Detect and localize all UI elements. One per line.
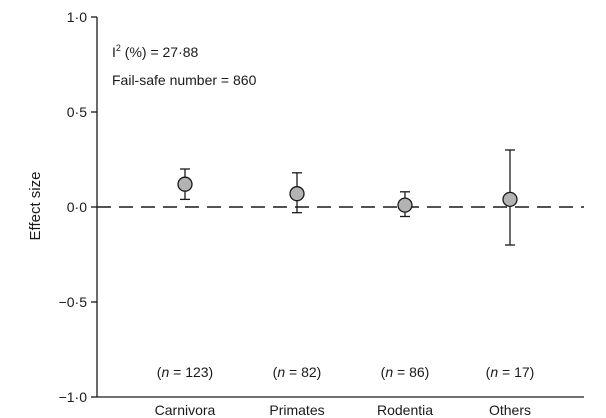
sample-size-labels: (n = 123) (n = 82) (n = 86) (n = 17) — [157, 364, 535, 380]
i2-base: I — [112, 44, 116, 60]
y-axis-label: Effect size — [27, 172, 44, 241]
n-label-open-carnivora: ( — [157, 364, 162, 380]
i2-value: (%) = 27·88 — [121, 44, 199, 60]
category-label-carnivora: Carnivora — [155, 402, 216, 418]
data-points — [177, 149, 518, 246]
y-ticks: 1·0 0·5 0·0 −0·5 −1·0 — [59, 9, 97, 405]
point-group-others — [502, 149, 518, 246]
n-label-open-primates: ( — [273, 364, 278, 380]
n-label-others: (n = 17) — [486, 364, 535, 380]
n-label-value-rodentia: = 86) — [393, 364, 429, 380]
category-label-primates: Primates — [269, 402, 324, 418]
n-label-primates: (n = 82) — [273, 364, 322, 380]
i2-superscript: 2 — [116, 43, 121, 53]
point-group-primates — [289, 172, 305, 214]
point-marker-carnivora — [177, 176, 193, 192]
y-tick-label-4: −1·0 — [59, 389, 88, 405]
category-label-others: Others — [489, 402, 531, 418]
n-label-symbol-others: n — [490, 364, 498, 380]
failsafe-number: Fail-safe number = 860 — [112, 72, 257, 88]
point-group-rodentia — [397, 191, 413, 218]
n-label-symbol-carnivora: n — [161, 364, 169, 380]
category-labels: Carnivora Primates Rodentia Others — [155, 402, 531, 418]
y-tick-label-1: 0·5 — [67, 104, 87, 120]
y-tick-label-0: 1·0 — [67, 9, 87, 25]
i2-statistic: I2 (%) = 27·88 — [112, 43, 199, 60]
n-label-open-rodentia: ( — [381, 364, 386, 380]
point-marker-primates — [289, 186, 305, 202]
n-label-value-others: = 17) — [498, 364, 534, 380]
n-label-open-others: ( — [486, 364, 491, 380]
n-label-symbol-rodentia: n — [385, 364, 393, 380]
n-label-carnivora: (n = 123) — [157, 364, 213, 380]
point-marker-others — [502, 191, 518, 208]
n-label-value-carnivora: = 123) — [169, 364, 213, 380]
y-tick-label-3: −0·5 — [59, 294, 88, 310]
n-label-rodentia: (n = 86) — [381, 364, 430, 380]
category-label-rodentia: Rodentia — [377, 402, 433, 418]
n-label-value-primates: = 82) — [285, 364, 321, 380]
point-marker-rodentia — [397, 197, 413, 213]
y-tick-label-2: 0·0 — [67, 199, 87, 215]
point-group-carnivora — [177, 168, 193, 201]
n-label-symbol-primates: n — [277, 364, 285, 380]
